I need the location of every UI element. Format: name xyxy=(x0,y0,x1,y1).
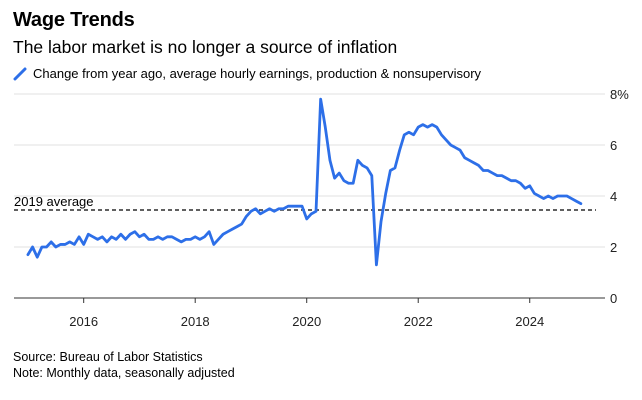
y-axis-ticks: 0 2 4 6 8% xyxy=(610,87,629,306)
source-note: Source: Bureau of Labor Statistics xyxy=(13,350,203,364)
legend: Change from year ago, average hourly ear… xyxy=(13,66,481,81)
x-tick-label: 2020 xyxy=(292,314,321,329)
x-axis: 2016 2018 2020 2022 2024 xyxy=(14,297,605,329)
series-line xyxy=(26,97,583,267)
x-tick-label: 2024 xyxy=(515,314,544,329)
legend-swatch-icon xyxy=(13,67,27,80)
reference-line-label: 2019 average xyxy=(14,194,94,209)
x-tick-label: 2022 xyxy=(404,314,433,329)
y-tick-label: 6 xyxy=(610,138,617,153)
chart-subtitle: The labor market is no longer a source o… xyxy=(13,37,398,57)
y-tick-label: 8% xyxy=(610,87,629,102)
x-tick-label: 2016 xyxy=(69,314,98,329)
footer: Source: Bureau of Labor Statistics Note:… xyxy=(13,349,235,381)
reference-line-group: 2019 average xyxy=(14,194,596,211)
data-note: Note: Monthly data, seasonally adjusted xyxy=(13,366,235,380)
chart-title: Wage Trends xyxy=(13,9,135,31)
y-tick-label: 2 xyxy=(610,240,617,255)
grid-lines xyxy=(14,93,605,248)
x-tick-label: 2018 xyxy=(181,314,210,329)
series-group xyxy=(26,97,583,267)
y-tick-label: 4 xyxy=(610,189,617,204)
legend-label: Change from year ago, average hourly ear… xyxy=(33,66,482,81)
y-tick-label: 0 xyxy=(610,291,617,306)
